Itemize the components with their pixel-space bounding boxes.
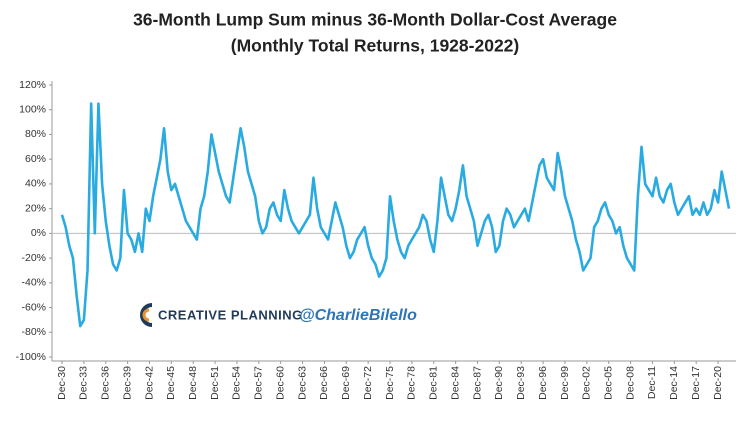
x-tick-label: Dec-11 [646,366,658,399]
watermark-brand: CREATIVE PLANNING [158,307,303,322]
x-tick-label: Dec-39 [121,366,133,400]
x-tick-label: Dec-93 [515,366,527,400]
chart-title: 36-Month Lump Sum minus 36-Month Dollar-… [133,10,617,30]
y-tick-label: 120% [19,79,46,91]
x-tick-label: Dec-57 [253,366,265,400]
x-tick-label: Dec-72 [362,366,374,400]
x-tick-label: Dec-96 [537,366,549,400]
x-tick-label: Dec-51 [209,366,221,400]
x-tick-label: Dec-17 [690,366,702,400]
x-tick-label: Dec-78 [406,366,418,400]
y-tick-label: 20% [25,202,46,214]
y-tick-label: -80% [21,326,46,338]
x-tick-label: Dec-20 [712,366,724,400]
x-tick-label: Dec-84 [449,366,461,400]
x-tick-label: Dec-75 [384,366,396,400]
x-tick-label: Dec-69 [340,366,352,400]
y-tick-label: -100% [16,351,46,363]
x-tick-label: Dec-42 [143,366,155,400]
logo-icon [140,303,153,327]
y-tick-label: 40% [25,178,46,190]
x-tick-label: Dec-48 [187,366,199,400]
x-tick-label: Dec-60 [274,366,286,400]
x-tick-label: Dec-54 [231,366,243,400]
data-line [60,102,731,328]
x-tick-label: Dec-33 [78,366,90,400]
y-tick-label: -40% [21,277,46,289]
y-tick-label: 80% [25,128,46,140]
x-tick-label: Dec-63 [296,366,308,400]
chart-subtitle: (Monthly Total Returns, 1928-2022) [231,36,520,56]
y-tick-label: -20% [21,252,46,264]
x-tick-label: Dec-99 [559,366,571,400]
y-tick-label: 60% [25,153,46,165]
x-tick-label: Dec-08 [624,366,636,400]
x-tick-label: Dec-81 [428,366,440,400]
x-tick-label: Dec-36 [100,366,112,400]
x-tick-label: Dec-90 [493,366,505,400]
x-tick-label: Dec-30 [56,366,68,400]
y-tick-label: 100% [19,104,46,116]
x-tick-label: Dec-66 [318,366,330,400]
x-tick-label: Dec-45 [165,366,177,400]
y-tick-label: -60% [21,301,46,313]
y-tick-label: 0% [31,227,46,239]
x-tick-label: Dec-14 [668,366,680,400]
x-tick-label: Dec-05 [603,366,615,400]
x-tick-label: Dec-87 [471,366,483,400]
watermark-handle: @CharlieBilello [299,307,417,324]
x-tick-label: Dec-02 [581,366,593,400]
